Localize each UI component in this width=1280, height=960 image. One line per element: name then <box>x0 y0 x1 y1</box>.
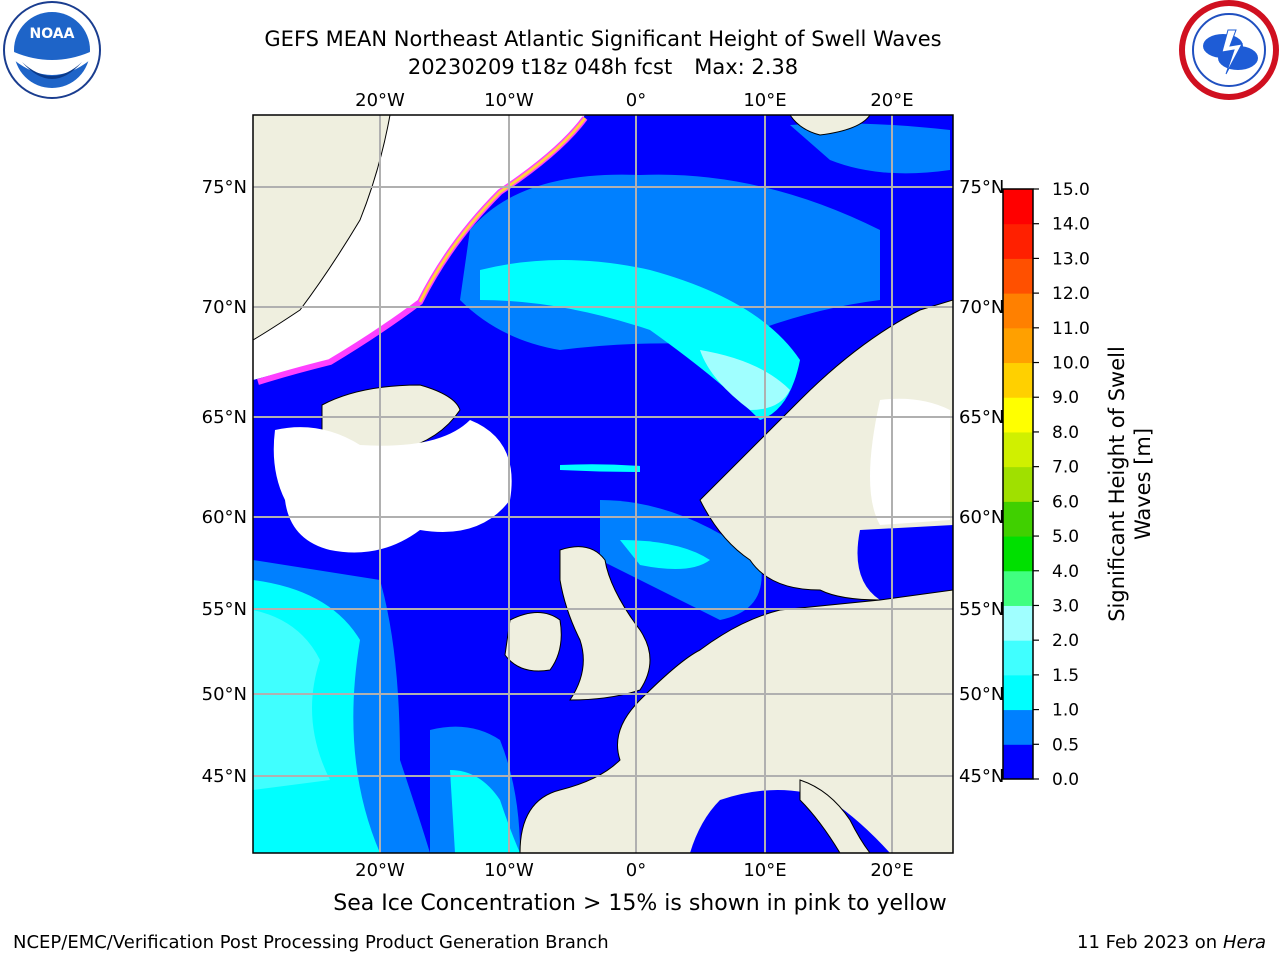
colorbar-segment <box>1003 258 1033 294</box>
noaa-logo: NOAA <box>3 1 101 99</box>
lon-label-top: 10°E <box>743 90 786 111</box>
colorbar-tick-label: 14.0 <box>1052 215 1090 235</box>
colorbar-segment <box>1003 466 1033 502</box>
colorbar-segment <box>1003 536 1033 572</box>
lon-label-bottom: 20°W <box>355 860 405 881</box>
footer-date: 11 Feb 2023 on Hera <box>1077 932 1266 953</box>
colorbar-tick-label: 11.0 <box>1052 319 1090 339</box>
lon-label-bottom: 20°E <box>870 860 913 881</box>
footer-branch: NCEP/EMC/Verification Post Processing Pr… <box>13 932 609 953</box>
colorbar-label-line2: Waves [m] <box>1131 428 1155 540</box>
colorbar-tick-label: 9.0 <box>1052 388 1079 408</box>
colorbar-segment <box>1003 431 1033 468</box>
chart-title: GEFS MEAN Northeast Atlantic Significant… <box>264 27 942 51</box>
colorbar-segment <box>1003 397 1033 433</box>
sea-ice-caption: Sea Ice Concentration > 15% is shown in … <box>333 891 947 916</box>
land-great-britain <box>559 546 651 701</box>
lon-label-top: 10°W <box>484 90 534 111</box>
max-value: Max: 2.38 <box>694 55 799 79</box>
land-ireland <box>504 612 562 672</box>
colorbar-segment <box>1003 327 1033 364</box>
lon-label-bottom: 0° <box>626 860 646 881</box>
colorbar-tick-label: 2.0 <box>1052 631 1079 651</box>
lat-label-right: 75°N <box>959 177 1004 198</box>
colorbar-label-line1: Significant Height of Swell <box>1105 346 1129 622</box>
baltic-ice <box>870 398 950 525</box>
colorbar-tick-label: 0.0 <box>1052 770 1079 790</box>
colorbar-tick-label: 4.0 <box>1052 562 1079 582</box>
lat-label-left: 75°N <box>202 177 247 198</box>
colorbar-tick-label: 5.0 <box>1052 527 1079 547</box>
swell-zone-2m-core <box>700 350 790 410</box>
colorbar-segment <box>1003 293 1033 329</box>
footer-host: Hera <box>1222 932 1266 953</box>
colorbar-frame <box>1002 188 1034 780</box>
colorbar-segment <box>1003 223 1033 259</box>
land-italy <box>799 779 871 853</box>
colorbar-tick-label: 10.0 <box>1052 354 1090 374</box>
land-svalbard <box>789 115 871 136</box>
lat-label-left: 45°N <box>202 766 247 787</box>
nws-logo <box>1179 0 1279 100</box>
lat-label-left: 50°N <box>202 684 247 705</box>
colorbar-tick-label: 6.0 <box>1052 492 1079 512</box>
colorbar-tick-label: 12.0 <box>1052 284 1090 304</box>
colorbar-tick-label: 13.0 <box>1052 249 1090 269</box>
colorbar-tick-label: 15.0 <box>1052 180 1090 200</box>
footer-date-text: 11 Feb 2023 on <box>1077 932 1218 953</box>
colorbar-segment <box>1003 674 1033 711</box>
colorbar-segment <box>1003 709 1033 745</box>
lat-label-right: 50°N <box>959 684 1004 705</box>
lon-label-top: 20°E <box>870 90 913 111</box>
lat-label-left: 70°N <box>202 297 247 318</box>
colorbar-tick-label: 8.0 <box>1052 423 1079 443</box>
colorbar-segment <box>1003 570 1033 606</box>
lat-label-left: 60°N <box>202 507 247 528</box>
lon-label-bottom: 10°E <box>743 860 786 881</box>
lat-label-right: 70°N <box>959 297 1004 318</box>
colorbar-tick-label: 1.5 <box>1052 666 1079 686</box>
colorbar-segment <box>1003 605 1033 641</box>
colorbar: 0.0 0.5 1.0 1.5 2.0 3.0 4.0 5.0 6.0 7.0 8.0 9.0 10.0… <box>1002 180 1090 790</box>
run-info: 20230209 t18z 048h fcst <box>407 55 673 79</box>
colorbar-tick-label: 3.0 <box>1052 596 1079 616</box>
lon-label-top: 0° <box>626 90 646 111</box>
chart-subtitle: 20230209 t18z 048h fcst Max: 2.38 <box>180 55 1026 79</box>
lat-label-right: 60°N <box>959 507 1004 528</box>
no-data-west-of-iceland <box>273 420 512 553</box>
lat-label-right: 65°N <box>959 407 1004 428</box>
colorbar-segment <box>1003 501 1033 537</box>
colorbar-tick-label: 1.0 <box>1052 701 1079 721</box>
baltic-sea <box>857 525 953 600</box>
colorbar-tick-label: 0.5 <box>1052 735 1079 755</box>
lat-label-left: 55°N <box>202 599 247 620</box>
lat-label-right: 55°N <box>959 599 1004 620</box>
colorbar-segment <box>1003 362 1033 398</box>
swell-zone-1.5m-biscay <box>450 770 520 853</box>
colorbar-tick-label: 7.0 <box>1052 458 1079 478</box>
lon-label-bottom: 10°W <box>484 860 534 881</box>
lat-label-right: 45°N <box>959 766 1004 787</box>
colorbar-segment <box>1003 744 1033 780</box>
noaa-logo-text: NOAA <box>30 26 75 42</box>
colorbar-segment <box>1003 640 1033 676</box>
colorbar-segment <box>1003 189 1033 225</box>
map-frame <box>252 114 954 854</box>
lon-label-top: 20°W <box>355 90 405 111</box>
gridlines <box>253 115 953 853</box>
lat-label-left: 65°N <box>202 407 247 428</box>
